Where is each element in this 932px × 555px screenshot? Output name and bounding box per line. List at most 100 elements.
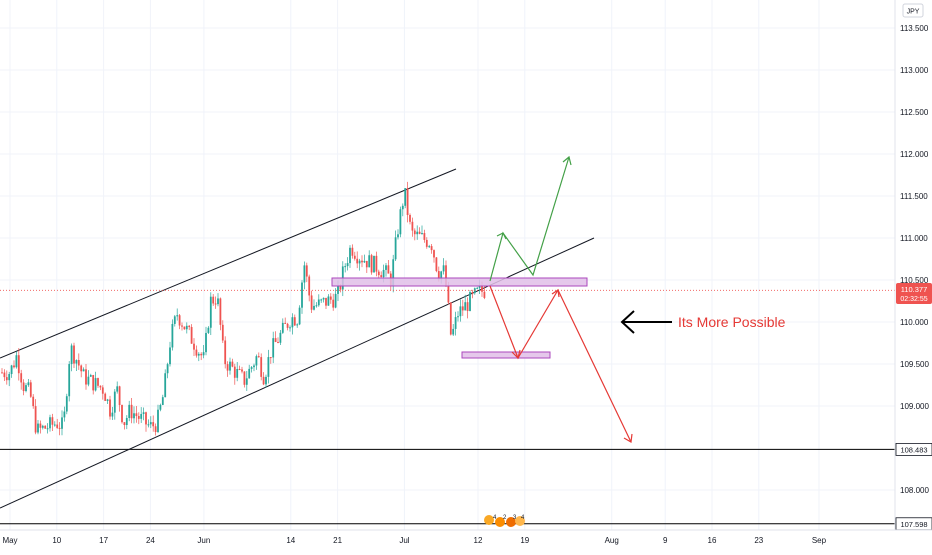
candle-body <box>82 369 85 372</box>
candle-body <box>375 255 378 272</box>
candle-body <box>17 355 20 374</box>
candle-body <box>25 385 27 392</box>
candle-body <box>149 422 152 425</box>
candle-body <box>433 250 435 258</box>
currency-badge-label: JPY <box>907 9 920 16</box>
candle-body <box>447 285 450 303</box>
candle-body <box>413 230 416 235</box>
event-marker-label: 4 <box>521 515 525 521</box>
candle-body <box>53 424 56 426</box>
candle-body <box>113 391 116 413</box>
candle-body <box>226 364 229 371</box>
candle-body <box>140 413 143 419</box>
candle-body <box>147 424 150 426</box>
event-marker-icon[interactable] <box>484 515 494 525</box>
candle-body <box>104 393 107 401</box>
candle-body <box>44 425 47 429</box>
event-marker-icon[interactable] <box>495 517 505 527</box>
candle-body <box>61 417 63 429</box>
candle-body <box>73 345 75 364</box>
candle-body <box>207 327 210 333</box>
candle-body <box>380 275 383 278</box>
candle-body <box>49 417 51 429</box>
candle-body <box>39 423 42 428</box>
candle-body <box>265 376 267 385</box>
time-tick-label: Jul <box>399 536 409 545</box>
candle-body <box>471 292 474 294</box>
candle-body <box>406 188 409 215</box>
candle-body <box>255 356 258 366</box>
candle-body <box>437 271 440 280</box>
candle-body <box>29 382 32 397</box>
candle-body <box>382 269 385 278</box>
candle-body <box>241 369 243 372</box>
candle-body <box>152 422 155 427</box>
candle-body <box>308 276 311 296</box>
candle-body <box>161 397 164 405</box>
candle-body <box>358 260 361 264</box>
candle-body <box>296 324 299 326</box>
event-marker-icon[interactable] <box>506 517 516 527</box>
candle-body <box>351 247 354 256</box>
candle-body <box>229 361 231 371</box>
candle-body <box>188 325 191 328</box>
candle-body <box>22 382 25 392</box>
candle-body <box>416 231 419 235</box>
candle-body <box>178 315 181 326</box>
candle-body <box>77 360 80 366</box>
candle-body <box>92 375 95 391</box>
resistance-zone[interactable] <box>331 277 588 287</box>
candle-body <box>195 349 198 356</box>
candle-body <box>87 376 90 385</box>
candle-body <box>313 305 315 310</box>
candle-body <box>332 299 335 308</box>
time-tick-label: 9 <box>663 536 668 545</box>
candle-body <box>190 327 193 344</box>
candle-body <box>183 326 186 330</box>
time-tick-label: 19 <box>520 536 529 545</box>
candle-body <box>262 376 265 385</box>
candle-body <box>65 396 68 412</box>
candle-body <box>373 255 375 273</box>
candle-body <box>325 297 327 306</box>
event-marker-icon[interactable] <box>515 516 525 526</box>
currency-badge[interactable]: JPY <box>902 3 924 18</box>
candle-body <box>440 271 443 280</box>
candle-body <box>399 209 402 235</box>
candle-body <box>260 357 263 377</box>
bullish-arrowhead <box>562 155 572 166</box>
price-tick-label: 110.000 <box>900 318 929 327</box>
candle-body <box>370 255 373 273</box>
candle-body <box>245 378 248 385</box>
candle-body <box>253 365 255 368</box>
candle-body <box>10 365 13 375</box>
price-tick-label: 113.000 <box>900 66 929 75</box>
candle-body <box>34 406 37 433</box>
time-tick-label: 21 <box>333 536 342 545</box>
candle-body <box>442 265 445 272</box>
candle-body <box>20 373 23 383</box>
candle-body <box>5 377 8 381</box>
candle-body <box>353 255 356 259</box>
candle-body <box>166 364 169 374</box>
candle-body <box>387 265 390 274</box>
candle-body <box>236 368 239 378</box>
candle-body <box>365 260 368 268</box>
candle-body <box>281 322 284 333</box>
bearish-mid-arrowhead <box>511 349 521 360</box>
candle-body <box>193 343 195 350</box>
event-markers[interactable]: 4 2 3 4 <box>484 515 525 527</box>
candle-body <box>385 265 387 270</box>
candle-body <box>243 371 246 385</box>
bullish-projection-arrow <box>489 156 570 282</box>
candle-body <box>145 412 147 425</box>
support-zone[interactable] <box>461 351 551 359</box>
candle-body <box>111 412 114 417</box>
price-tick-label: 110.500 <box>900 276 929 285</box>
candle-body <box>13 365 15 368</box>
candle-body <box>231 361 234 367</box>
event-marker-label: 3 <box>513 515 517 521</box>
bullish-mid-arrowhead <box>496 232 507 240</box>
candle-body <box>329 296 332 300</box>
